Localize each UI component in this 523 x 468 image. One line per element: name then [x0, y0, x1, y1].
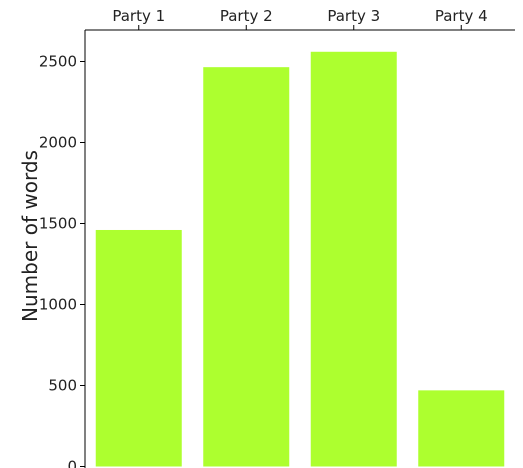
x-axis: Party 1 Party 2 Party 3 Party 4	[85, 7, 515, 31]
y-axis-title: Number of words	[18, 150, 42, 322]
bars-group	[95, 51, 505, 467]
bar-4	[418, 390, 505, 467]
y-tick-label: 500	[48, 377, 77, 395]
y-tick-label: 1500	[39, 215, 77, 233]
bar-2	[203, 67, 290, 467]
y-tick-label: 2500	[39, 53, 77, 71]
y-tick-label: 1000	[39, 296, 77, 314]
bar-3	[310, 51, 397, 467]
y-axis: 0 500 1000 1500 2000 2500	[39, 30, 86, 468]
x-tick-label: Party 3	[327, 7, 380, 25]
x-tick-label: Party 2	[220, 7, 273, 25]
y-tick-label: 2000	[39, 134, 77, 152]
y-tick-label: 0	[67, 458, 77, 468]
x-tick-label: Party 1	[112, 7, 165, 25]
x-tick-label: Party 4	[435, 7, 488, 25]
bar-1	[95, 229, 182, 467]
